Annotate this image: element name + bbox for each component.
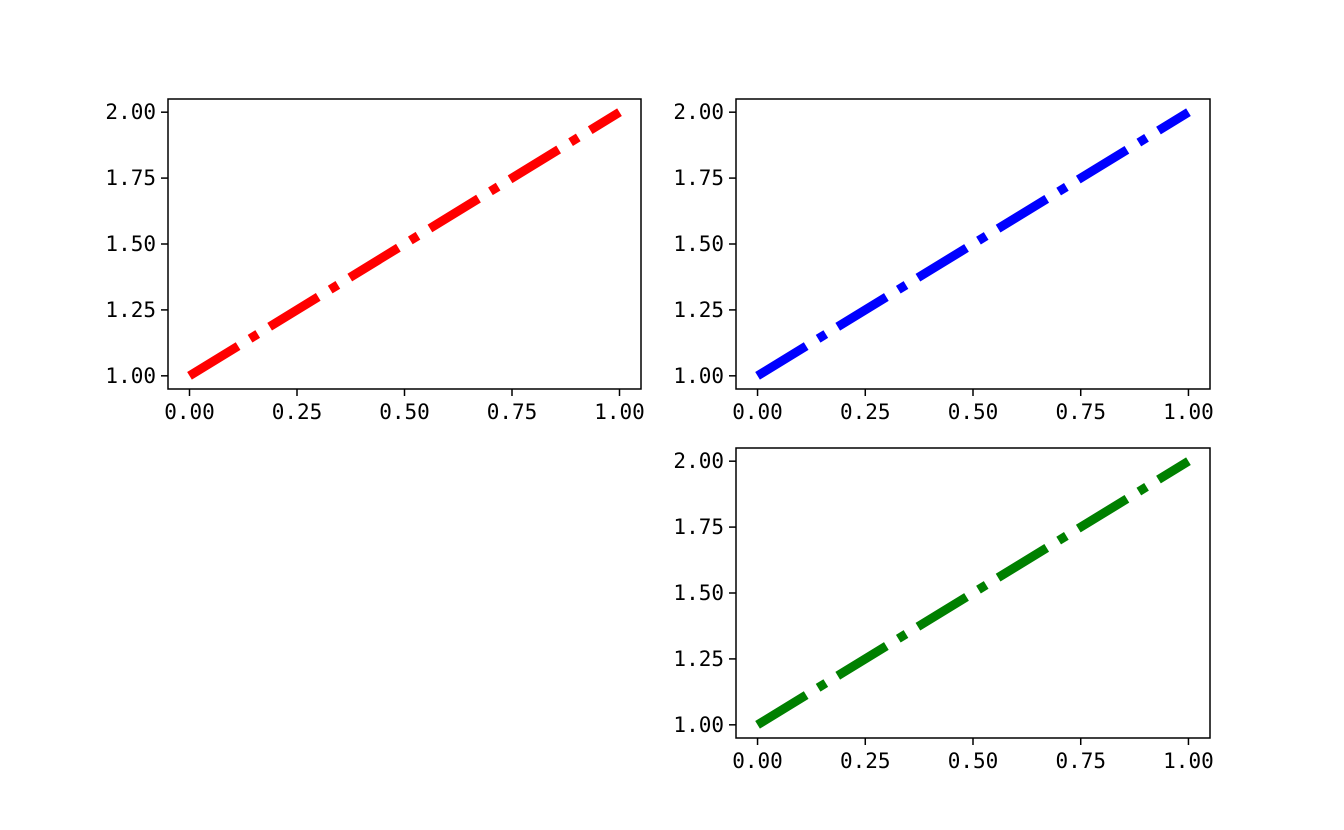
subplot-2: 0.00 0.25 0.50 0.75 1.00 1.00 1.25 1.50 1.75 2.00 — [673, 98, 1214, 424]
x-tick-label-2-4: 0.75 — [1055, 400, 1106, 424]
y-tick-label-1-5: 2.00 — [105, 100, 156, 124]
x-tick-label-3-1: 0.00 — [732, 749, 783, 773]
x-tick-label-3-2: 0.25 — [840, 749, 891, 773]
x-tick-label-1-5: 1.00 — [594, 400, 645, 424]
series-line-1-1 — [187, 108, 622, 380]
x-tick-label-1-1: 0.00 — [164, 400, 215, 424]
series-line-3-1 — [755, 457, 1191, 729]
x-tick-label-3-4: 0.75 — [1055, 749, 1106, 773]
y-tick-label-2-3: 1.50 — [673, 232, 724, 256]
subplot-1: 0.00 0.25 0.50 0.75 1.00 1.00 1.25 1.50 1.75 2.00 — [105, 98, 645, 424]
axes-frame-1 — [167, 98, 642, 390]
y-tick-label-2-5: 2.00 — [673, 100, 724, 124]
x-tick-label-1-2: 0.25 — [272, 400, 323, 424]
y-tick-label-3-1: 1.00 — [673, 713, 724, 737]
y-tick-label-1-2: 1.25 — [105, 298, 156, 322]
y-tick-label-1-1: 1.00 — [105, 364, 156, 388]
y-tick-label-1-3: 1.50 — [105, 232, 156, 256]
y-tick-label-1-4: 1.75 — [105, 166, 156, 190]
x-tick-label-2-2: 0.25 — [840, 400, 891, 424]
y-tick-label-3-2: 1.25 — [673, 647, 724, 671]
subplot-3: 0.00 0.25 0.50 0.75 1.00 1.00 1.25 1.50 1.75 2.00 — [673, 447, 1214, 773]
x-tick-label-2-1: 0.00 — [732, 400, 783, 424]
x-tick-label-2-5: 1.00 — [1163, 400, 1214, 424]
y-tick-label-3-5: 2.00 — [673, 449, 724, 473]
y-tick-label-2-4: 1.75 — [673, 166, 724, 190]
x-tick-label-3-5: 1.00 — [1163, 749, 1214, 773]
x-tick-label-1-3: 0.50 — [379, 400, 430, 424]
x-tick-label-2-3: 0.50 — [948, 400, 999, 424]
x-tick-label-3-3: 0.50 — [948, 749, 999, 773]
x-tick-label-1-4: 0.75 — [487, 400, 538, 424]
series-line-2-1 — [755, 108, 1191, 380]
y-tick-label-2-1: 1.00 — [673, 364, 724, 388]
y-tick-label-2-2: 1.25 — [673, 298, 724, 322]
y-tick-label-3-4: 1.75 — [673, 515, 724, 539]
y-tick-label-3-3: 1.50 — [673, 581, 724, 605]
